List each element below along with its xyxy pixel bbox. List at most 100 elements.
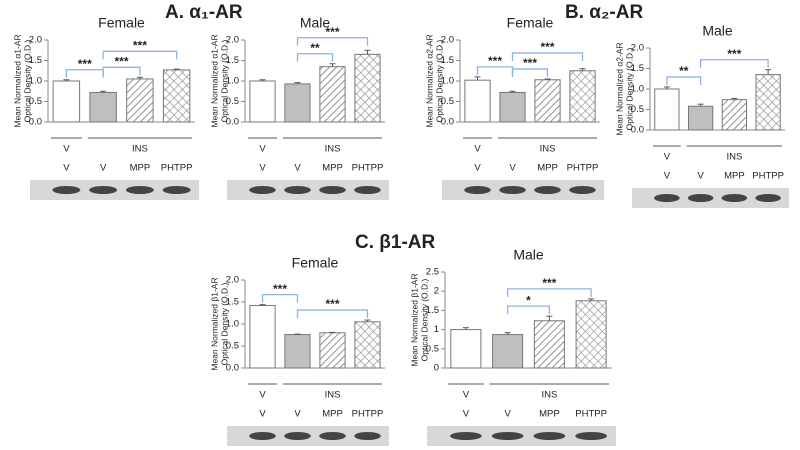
significance-label: ** [679,64,689,78]
significance-label: *** [273,282,287,296]
group-label: INS [726,152,742,163]
y-tick-label: 2.0 [631,43,644,54]
panel-heading: A. α₁-AR [165,2,243,23]
y-axis-label: Mean Normalized α1-AR [209,34,219,127]
blot-band [755,194,781,202]
y-tick-label: 1.0 [441,76,454,87]
panel-heading: B. α₂-AR [565,2,643,23]
significance-label: *** [325,297,339,311]
blot-band [450,432,482,440]
blot-band [319,186,346,194]
significance-bracket [296,53,334,62]
y-tick-label: 1.5 [29,55,42,66]
category-label: MPP [539,409,560,420]
group-label: V [474,144,481,155]
significance-bracket [65,69,104,78]
significance-bracket [296,309,369,319]
y-tick-label: 1.5 [226,55,239,66]
y-tick-label: 0.0 [631,125,644,136]
error-bar [259,79,266,81]
y-tick-label: 0.0 [226,117,239,128]
bar [354,321,381,369]
blot-band [464,186,491,194]
category-label: V [259,409,266,420]
category-label: PHTPP [567,163,599,174]
significance-bracket [476,66,514,75]
group-label: V [259,144,266,155]
significance-label: *** [488,54,502,68]
y-axis-label: Mean Normalized α2-AR [424,34,434,127]
significance-label: *** [325,25,339,39]
significance-label: *** [523,56,537,70]
category-label: MPP [724,171,745,182]
blot-band [491,432,524,440]
error-bar [294,82,301,84]
category-label: PHTPP [352,409,384,420]
significance-label: * [526,293,531,307]
blot-band [249,186,276,194]
error-bar [474,76,481,81]
bar [534,79,561,123]
group-label: INS [325,144,341,155]
y-tick-label: 2.5 [426,267,439,278]
y-tick-label: 0.5 [426,343,439,354]
significance-label: *** [114,54,128,68]
y-tick-label: 0 [434,363,439,374]
error-bar [364,319,371,322]
y-tick-label: 2.0 [441,35,454,46]
bar [249,80,276,123]
error-bar [579,68,586,71]
y-tick-label: 2.0 [29,35,42,46]
error-bar [462,327,469,330]
significance-bracket [699,59,769,68]
bar [284,83,311,123]
blot-band [499,186,526,194]
bar [319,332,346,369]
blot-band [162,186,191,194]
error-bar [731,97,738,100]
bar [126,78,154,123]
y-tick-label: 2.0 [226,35,239,46]
y-tick-label: 1.5 [631,63,644,74]
significance-bracket [666,76,702,85]
significance-label: ** [310,41,320,55]
y-tick-label: 0.5 [226,341,239,352]
chart-title: Male [702,23,733,39]
category-label: PHTPP [161,163,193,174]
blot-band [721,194,748,202]
bar [354,53,381,123]
bar [575,300,607,369]
group-label: INS [132,144,148,155]
blot-band [284,186,311,194]
y-axis-label: Mean Normalized β1-AR [209,277,219,370]
error-bar [100,90,107,93]
significance-bracket [102,50,178,60]
y-tick-label: 2 [434,286,439,297]
significance-bracket [296,37,369,46]
y-axis-label: Mean Normalized β1-AR [409,273,419,366]
group-label: V [463,390,470,401]
y-tick-label: 0.5 [226,96,239,107]
category-label: V [100,163,107,174]
chart-title: Female [292,255,339,271]
group-label: INS [541,390,557,401]
bar [319,66,346,123]
significance-bracket [102,66,141,76]
significance-label: *** [78,57,92,71]
group-label: V [664,152,671,163]
blot-band [125,186,154,194]
category-label: V [509,163,516,174]
y-axis-label: Optical Density (O.D.) [22,40,32,123]
blot-band [52,186,81,194]
chart-title: Male [300,15,331,31]
blot-band [89,186,118,194]
bar [162,69,191,123]
y-axis-label: Mean Normalized α1-AR [12,34,22,127]
group-label: INS [540,144,556,155]
y-tick-label: 1.0 [29,76,42,87]
category-label: V [697,171,704,182]
significance-bracket [511,52,584,61]
bar [721,99,748,131]
y-tick-label: 1.0 [226,319,239,330]
y-tick-label: 1.5 [226,297,239,308]
